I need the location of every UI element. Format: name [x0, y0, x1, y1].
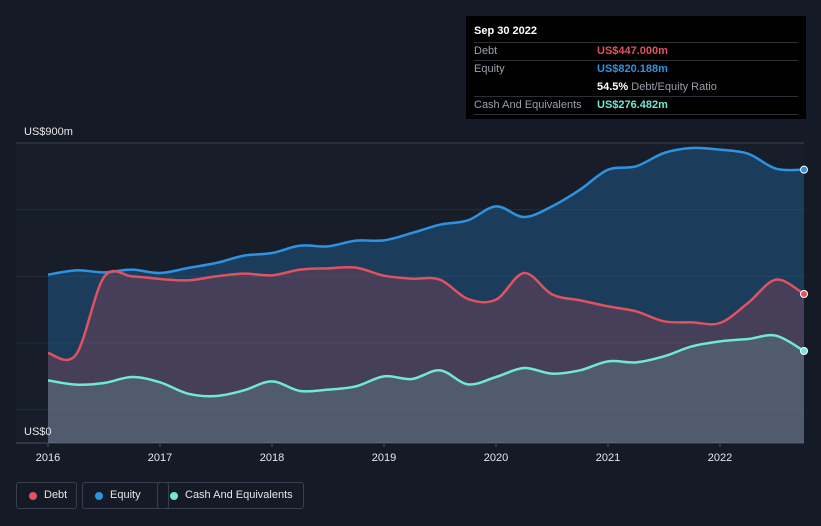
x-tick-label: 2018	[260, 452, 284, 464]
tooltip-row-ratio: 54.5% Debt/Equity Ratio	[474, 78, 798, 96]
equity-dot-icon	[95, 492, 103, 500]
tooltip-equity-value: US$820.188m	[597, 63, 668, 75]
tooltip-cash-label: Cash And Equivalents	[474, 99, 582, 111]
tooltip-row-equity: Equity US$820.188m	[474, 60, 798, 78]
tooltip-equity-label: Equity	[474, 63, 505, 75]
x-tick-label: 2017	[148, 452, 172, 464]
debt-dot-icon	[29, 492, 37, 500]
debt-line	[47, 265, 805, 362]
data-tooltip: Sep 30 2022 Debt US$447.000m Equity US$8…	[466, 16, 806, 119]
tooltip-ratio-value: 54.5%	[597, 81, 629, 93]
debt-area	[48, 267, 804, 443]
series-areas	[48, 147, 804, 443]
tooltip-row-debt: Debt US$447.000m	[474, 42, 798, 60]
legend-cash-label: Cash And Equivalents	[185, 489, 293, 501]
cash-line	[47, 333, 805, 398]
x-tick-label: 2016	[36, 452, 60, 464]
y-tick-label-bottom: US$0	[24, 426, 52, 438]
x-tick-label: 2022	[708, 452, 732, 464]
x-tick-label: 2020	[484, 452, 508, 464]
tooltip-cash-value: US$276.482m	[597, 99, 668, 111]
tooltip-debt-value: US$447.000m	[597, 45, 668, 57]
y-tick-label-top: US$900m	[24, 126, 73, 138]
x-axis: 2016 2017 2018 2019 2020 2021 2022	[36, 443, 732, 464]
equity-end-point[interactable]	[800, 165, 808, 174]
legend-debt-label: Debt	[44, 489, 68, 501]
gridlines	[16, 142, 804, 444]
tooltip-date: Sep 30 2022	[474, 25, 537, 37]
series-endpoints	[800, 165, 808, 355]
cash-end-point[interactable]	[800, 347, 808, 355]
tooltip-debt-label: Debt	[474, 45, 498, 57]
tooltip-ratio-label: Debt/Equity Ratio	[631, 81, 717, 93]
x-tick-label: 2021	[596, 452, 620, 464]
debt-end-point[interactable]	[800, 290, 808, 298]
tooltip-row-cash: Cash And Equivalents US$276.482m	[474, 96, 798, 115]
legend-equity-label: Equity	[110, 489, 141, 501]
tooltip-ratio: 54.5% Debt/Equity Ratio	[597, 79, 717, 95]
equity-line	[47, 146, 805, 276]
series-lines	[47, 146, 805, 398]
plot-background	[16, 143, 804, 443]
legend-item-equity[interactable]: Equity	[82, 482, 169, 509]
x-tick-label: 2019	[372, 452, 396, 464]
legend-item-debt[interactable]: Debt	[16, 482, 77, 509]
cash-dot-icon	[170, 492, 178, 500]
legend-item-cash[interactable]: Cash And Equivalents	[157, 482, 304, 509]
equity-area	[48, 147, 804, 443]
